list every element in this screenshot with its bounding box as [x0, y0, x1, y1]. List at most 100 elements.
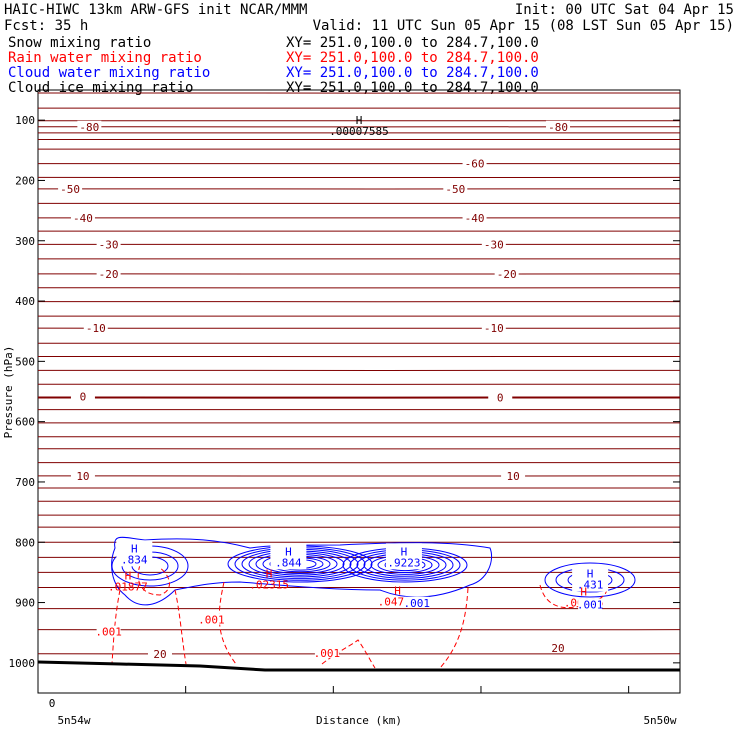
max-value: .834: [121, 553, 148, 566]
isotherm-label-bg: [462, 157, 487, 169]
y-tick-label: 200: [15, 174, 35, 187]
isotherm-line: [37, 396, 681, 399]
isotherm-label: 10: [506, 470, 519, 483]
isotherm-line: [37, 628, 681, 631]
rain-water-contour: [439, 587, 469, 669]
valid-time: Valid: 11 UTC Sun 05 Apr 15 (08 LST Sun …: [313, 18, 734, 34]
isotherm-line: [37, 369, 681, 372]
rain-water-contour: [111, 589, 121, 665]
isotherm-label: -50: [445, 183, 465, 196]
isotherm-line: [37, 500, 681, 503]
isotherm-line: [37, 138, 681, 141]
isotherm-line: [37, 355, 681, 358]
isotherm-label: 20: [153, 648, 166, 661]
contour-label-bg: [404, 596, 429, 608]
isotherm-line: [37, 447, 681, 450]
max-value: .01877: [108, 580, 148, 593]
max-value: .9223: [387, 556, 420, 569]
isotherm-label-bg: [70, 469, 95, 481]
isotherm-line: [37, 230, 681, 232]
isotherm-label: -50: [60, 183, 80, 196]
isotherm-line: [37, 526, 681, 528]
isotherm-label-bg: [488, 391, 513, 403]
isotherm-label: -10: [484, 322, 504, 335]
max-marker: H: [131, 542, 138, 555]
isotherm-line: [37, 258, 681, 260]
isotherm-line: [37, 422, 681, 424]
isotherm-label: -60: [465, 158, 485, 171]
isotherm-label: 0: [497, 392, 504, 405]
y-tick-label: 800: [15, 536, 35, 549]
isotherm-label-bg: [546, 120, 571, 132]
isotherm-label: -30: [99, 238, 119, 251]
cloud-water-contours: [111, 536, 636, 606]
isotherm-line: [37, 653, 681, 655]
max-marker: H: [285, 545, 292, 558]
contour-label-bg: [578, 598, 603, 610]
y-tick-label: 1000: [9, 657, 36, 670]
isotherm-label: -40: [465, 212, 485, 225]
isotherm-line: [37, 119, 681, 122]
isotherm-line: [37, 461, 681, 464]
isotherm-label-bg: [462, 211, 487, 223]
model-title: HAIC-HIWC 13km ARW-GFS init NCAR/MMM: [4, 2, 307, 18]
contour-label-bg: [199, 613, 224, 625]
isotherm-label: 20: [551, 642, 564, 655]
legend-field-name: Rain water mixing ratio: [8, 50, 202, 66]
y-tick-label: 600: [15, 416, 35, 429]
isotherm-label-bg: [481, 322, 506, 334]
isotherm-label-bg: [501, 469, 526, 481]
isotherm-line: [37, 217, 681, 219]
y-axis-label: Pressure (hPa): [2, 346, 15, 439]
max-value: .00007585: [329, 125, 389, 138]
isotherm-line: [37, 176, 681, 179]
isotherm-label: 0: [80, 390, 87, 403]
legend-field-name: Cloud water mixing ratio: [8, 65, 210, 81]
legend-field-name: Snow mixing ratio: [8, 35, 151, 51]
legend-field-xy: XY= 251.0,100.0 to 284.7,100.0: [286, 65, 539, 81]
y-tick-label: 900: [15, 597, 35, 610]
isotherm-line: [37, 408, 681, 411]
max-marker: H: [266, 568, 273, 581]
isotherm-line: [37, 273, 681, 275]
max-marker: H: [356, 114, 363, 127]
x-tick-label: 0: [49, 697, 56, 710]
isotherm-line: [37, 435, 681, 438]
isotherm-label-bg: [96, 267, 121, 279]
isotherm-label-bg: [443, 182, 468, 194]
contour-label: .001: [95, 626, 122, 639]
chart-header: HAIC-HIWC 13km ARW-GFS init NCAR/MMM Ini…: [4, 2, 734, 34]
legend-field-name: Cloud ice mixing ratio: [8, 80, 193, 96]
isotherm-label: -30: [484, 238, 504, 251]
cloud-water-contour: [544, 562, 636, 598]
cloud-water-outer-contour: [111, 536, 493, 606]
legend-field-xy: XY= 251.0,100.0 to 284.7,100.0: [286, 80, 539, 96]
isotherm-line: [37, 383, 681, 386]
isotherm-line: [37, 148, 681, 150]
max-marker: H: [587, 568, 594, 581]
isotherm-line: [37, 300, 681, 303]
isotherm-label: -80: [548, 121, 568, 134]
rain-water-contours: [111, 564, 608, 669]
isotherm-label: -40: [73, 212, 93, 225]
isotherm-line: [37, 92, 681, 94]
max-marker: H: [125, 569, 132, 582]
y-tick-label: 100: [15, 114, 35, 127]
isotherm-label-bg: [481, 238, 506, 250]
rain-water-contour: [174, 589, 187, 665]
max-marker: H: [401, 545, 408, 558]
isotherm-line: [37, 327, 681, 329]
max-value: .02315: [249, 579, 289, 592]
legend-field-xy: XY= 251.0,100.0 to 284.7,100.0: [286, 50, 539, 66]
isotherm-label: -80: [79, 121, 99, 134]
forecast-hour: Fcst: 35 h: [4, 18, 88, 34]
isotherm-label: -10: [86, 322, 106, 335]
contour-annotations: H.00007585H.834H.844H.9223H.431H.01877H.…: [95, 114, 609, 660]
isotherm-label-bg: [77, 120, 102, 132]
isotherm-label-bg: [83, 322, 108, 334]
contour-label-bg: [96, 625, 121, 637]
isotherm-label-bg: [58, 182, 83, 194]
y-tick-label: 400: [15, 295, 35, 308]
isotherm-label: -20: [497, 268, 517, 281]
